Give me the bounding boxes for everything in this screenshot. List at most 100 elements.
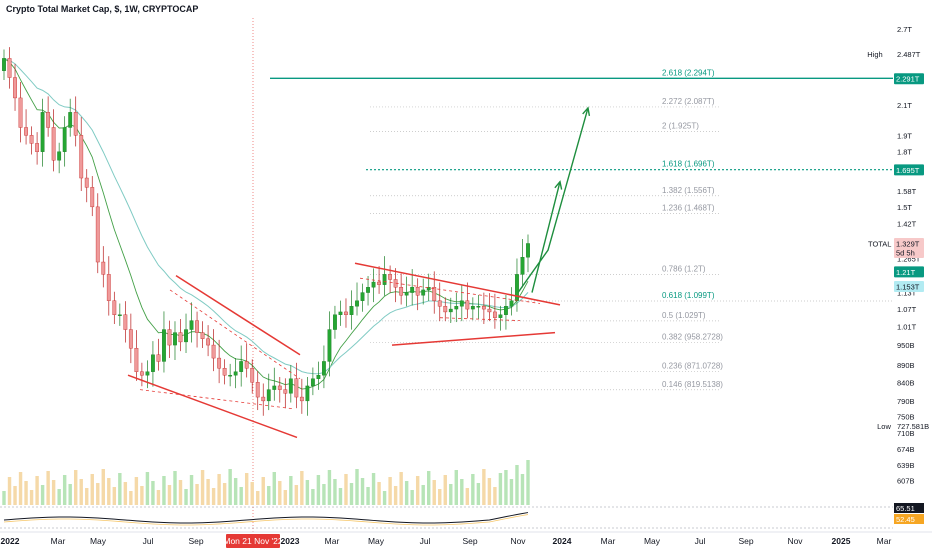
price-badge-label: 1.329T [896, 239, 920, 248]
trendline-upper-1 [175, 275, 301, 356]
price-badge-label: 1.21T [896, 268, 916, 277]
candle-body [470, 306, 475, 310]
projection-arrow-long-head [582, 106, 591, 116]
volume-bar [85, 488, 89, 505]
low-label: Low [877, 422, 891, 431]
candle-body [195, 320, 199, 333]
candle-body [151, 354, 155, 372]
candle-body [476, 306, 481, 308]
x-tick-label: Sep [738, 536, 753, 546]
volume-bar [482, 469, 486, 505]
candle-body [360, 292, 365, 301]
candle-body [526, 243, 530, 258]
volume-bar [498, 473, 503, 505]
volume-bar [162, 476, 166, 505]
volume-bar [145, 472, 150, 505]
candle-body [29, 135, 34, 144]
volume-bar [239, 487, 243, 505]
candle-body [344, 311, 348, 315]
grid-layer [0, 18, 932, 533]
fib-label: 0.5 (1.029T) [662, 311, 706, 320]
trendline-lower-1 [127, 374, 298, 439]
candle-body [35, 143, 40, 152]
candle-body [299, 396, 304, 402]
volume-bar [228, 469, 232, 505]
projection-arrow-long [517, 107, 589, 293]
volume-bar [51, 480, 56, 505]
x-tick-label: Nov [510, 536, 526, 546]
volume-bar [195, 484, 199, 505]
volume-bar [294, 485, 299, 505]
candle-body [272, 385, 277, 390]
candle-body [338, 311, 343, 315]
volume-bar [2, 491, 6, 505]
volume-bar [118, 473, 122, 505]
volume-bar [465, 488, 470, 505]
volume-bar [96, 483, 100, 505]
volume-bar [305, 480, 310, 505]
volume-bar [134, 477, 139, 505]
candle-body [366, 287, 370, 293]
price-badge [894, 237, 924, 249]
axis-layer[interactable]: 2.7T 2.487T 2.1T 1.9T 1.8T 1.58T 1.5T 1.42T 1.26… [1, 25, 930, 548]
candle-body [128, 329, 133, 349]
candle-body [421, 289, 426, 296]
y-tick-label: 750B [897, 413, 915, 422]
x-tick-label: Sep [188, 536, 203, 546]
candle-body [244, 361, 249, 369]
candle-body [162, 329, 166, 362]
volume-bar [112, 487, 117, 505]
volume-bar [421, 485, 425, 505]
x-tick-label: Jul [695, 536, 706, 546]
projection-arrow-short-head [554, 180, 563, 190]
volume-bar [515, 465, 519, 505]
candle-body [84, 177, 89, 188]
y-tick-label: 710B [897, 429, 915, 438]
volume-bar [46, 471, 50, 505]
x-tick-label: 2023 [281, 536, 300, 546]
fib-label: 2.618 (2.294T) [662, 68, 715, 77]
candle-body [112, 300, 117, 315]
y-tick-label: 674B [897, 445, 915, 454]
rsi-layer [0, 506, 893, 529]
volume-bar [151, 481, 155, 505]
x-tick-label: Mar [325, 536, 340, 546]
candle-body [24, 127, 28, 136]
trendline-dashed-3 [359, 277, 541, 304]
x-tick-label: Mar [51, 536, 66, 546]
fib-label: 0.786 (1.2T) [662, 264, 706, 273]
volume-bar [278, 481, 282, 505]
candle-body [68, 112, 73, 128]
volume-bar [410, 490, 414, 505]
volume-bar [311, 489, 315, 505]
candle-body [515, 274, 519, 301]
volume-bar [300, 471, 304, 505]
y-tick-label: 2.1T [897, 101, 912, 110]
volume-bar [256, 491, 260, 505]
price-badge-label: 1.695T [896, 166, 920, 175]
volume-bar [261, 477, 265, 505]
candle-layer[interactable] [2, 47, 530, 416]
volume-bar [184, 489, 188, 505]
trendline-lower-2 [391, 331, 556, 346]
low-value: 727.581B [897, 422, 929, 431]
candle-body [217, 357, 222, 369]
price-badge [894, 246, 924, 258]
candle-body [239, 361, 244, 372]
volume-bar [24, 481, 28, 505]
volume-bar [233, 478, 238, 505]
candle-body [255, 382, 260, 398]
candle-body [333, 314, 337, 330]
price-badge-label: TOTAL [868, 239, 891, 248]
candle-body [189, 320, 194, 330]
volume-bar [366, 487, 370, 505]
fib-label: 0.236 (871.0728) [662, 361, 723, 370]
volume-bar [107, 478, 111, 505]
candle-body [492, 311, 497, 318]
candle-body [211, 344, 216, 359]
volume-bar [460, 479, 464, 505]
fib-label: 1.236 (1.468T) [662, 203, 715, 212]
candle-body [481, 306, 486, 310]
